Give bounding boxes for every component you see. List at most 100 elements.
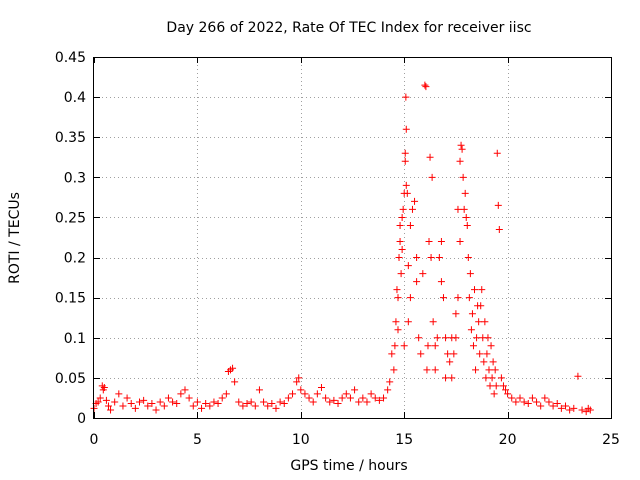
data-point bbox=[260, 398, 268, 406]
data-point bbox=[156, 398, 164, 406]
y-tick-label: 0.3 bbox=[64, 170, 86, 186]
data-point bbox=[367, 390, 375, 398]
data-point bbox=[102, 396, 110, 404]
data-point bbox=[189, 402, 197, 410]
data-point bbox=[466, 270, 474, 278]
data-point bbox=[397, 270, 405, 278]
data-point bbox=[520, 398, 528, 406]
data-point bbox=[297, 386, 305, 394]
data-point bbox=[458, 145, 466, 153]
x-axis-label: GPS time / hours bbox=[290, 458, 407, 474]
data-point bbox=[317, 384, 325, 392]
data-point bbox=[251, 402, 259, 410]
data-point bbox=[492, 382, 500, 390]
data-point bbox=[119, 402, 127, 410]
data-point bbox=[448, 334, 456, 342]
data-point bbox=[439, 294, 447, 302]
y-tick-label: 0.05 bbox=[55, 371, 86, 387]
data-point bbox=[483, 350, 491, 358]
data-point bbox=[487, 342, 495, 350]
data-point bbox=[426, 153, 434, 161]
data-point bbox=[499, 382, 507, 390]
y-tick-label: 0.25 bbox=[55, 210, 86, 226]
data-point bbox=[406, 294, 414, 302]
data-point bbox=[231, 378, 239, 386]
data-point bbox=[450, 350, 458, 358]
data-point bbox=[446, 358, 454, 366]
data-point bbox=[423, 366, 431, 374]
data-point bbox=[508, 394, 516, 402]
y-tick-label: 0 bbox=[77, 411, 86, 427]
data-point bbox=[399, 205, 407, 213]
data-point bbox=[338, 394, 346, 402]
data-point bbox=[334, 400, 342, 408]
x-tick-label: 10 bbox=[292, 432, 310, 448]
data-point bbox=[424, 342, 432, 350]
data-point bbox=[524, 400, 532, 408]
data-point bbox=[476, 350, 484, 358]
data-point bbox=[437, 238, 445, 246]
data-point bbox=[533, 398, 541, 406]
data-point bbox=[512, 398, 520, 406]
data-point bbox=[309, 398, 317, 406]
data-point bbox=[574, 372, 582, 380]
data-point bbox=[390, 366, 398, 374]
data-point bbox=[497, 374, 505, 382]
data-point bbox=[391, 342, 399, 350]
data-point bbox=[411, 197, 419, 205]
data-point bbox=[429, 318, 437, 326]
data-point bbox=[437, 278, 445, 286]
data-point bbox=[135, 398, 143, 406]
data-point bbox=[480, 358, 488, 366]
data-point bbox=[144, 402, 152, 410]
data-point bbox=[459, 173, 467, 181]
data-point bbox=[448, 374, 456, 382]
data-point bbox=[293, 378, 301, 386]
data-point bbox=[239, 402, 247, 410]
data-point bbox=[427, 254, 435, 262]
data-point bbox=[413, 278, 421, 286]
data-point bbox=[301, 390, 309, 398]
data-point bbox=[468, 310, 476, 318]
data-point bbox=[280, 400, 288, 408]
data-point bbox=[330, 396, 338, 404]
data-point bbox=[148, 400, 156, 408]
data-point bbox=[193, 398, 201, 406]
y-tick-label: 0.4 bbox=[64, 90, 86, 106]
data-point bbox=[400, 342, 408, 350]
data-point bbox=[456, 238, 464, 246]
data-point bbox=[462, 213, 470, 221]
data-point bbox=[578, 406, 586, 414]
data-point bbox=[431, 366, 439, 374]
data-point bbox=[485, 366, 493, 374]
data-point bbox=[435, 254, 443, 262]
data-point bbox=[461, 189, 469, 197]
data-point bbox=[562, 402, 570, 410]
data-point bbox=[355, 398, 363, 406]
data-point bbox=[313, 390, 321, 398]
data-point bbox=[394, 294, 402, 302]
data-point bbox=[467, 326, 475, 334]
data-point bbox=[202, 400, 210, 408]
data-point bbox=[210, 398, 218, 406]
data-point bbox=[456, 157, 464, 165]
data-point bbox=[422, 83, 430, 91]
data-point bbox=[570, 404, 578, 412]
data-point bbox=[478, 286, 486, 294]
data-point bbox=[173, 400, 181, 408]
data-point bbox=[403, 189, 411, 197]
data-point bbox=[351, 386, 359, 394]
data-point bbox=[484, 334, 492, 342]
data-point bbox=[206, 402, 214, 410]
data-point bbox=[486, 382, 494, 390]
x-tick-label: 0 bbox=[90, 432, 99, 448]
data-point bbox=[454, 205, 462, 213]
data-point bbox=[363, 398, 371, 406]
data-point bbox=[235, 398, 243, 406]
data-point bbox=[421, 81, 429, 89]
y-tick-label: 0.35 bbox=[55, 130, 86, 146]
data-point bbox=[464, 254, 472, 262]
data-point bbox=[229, 364, 237, 372]
data-point bbox=[417, 350, 425, 358]
